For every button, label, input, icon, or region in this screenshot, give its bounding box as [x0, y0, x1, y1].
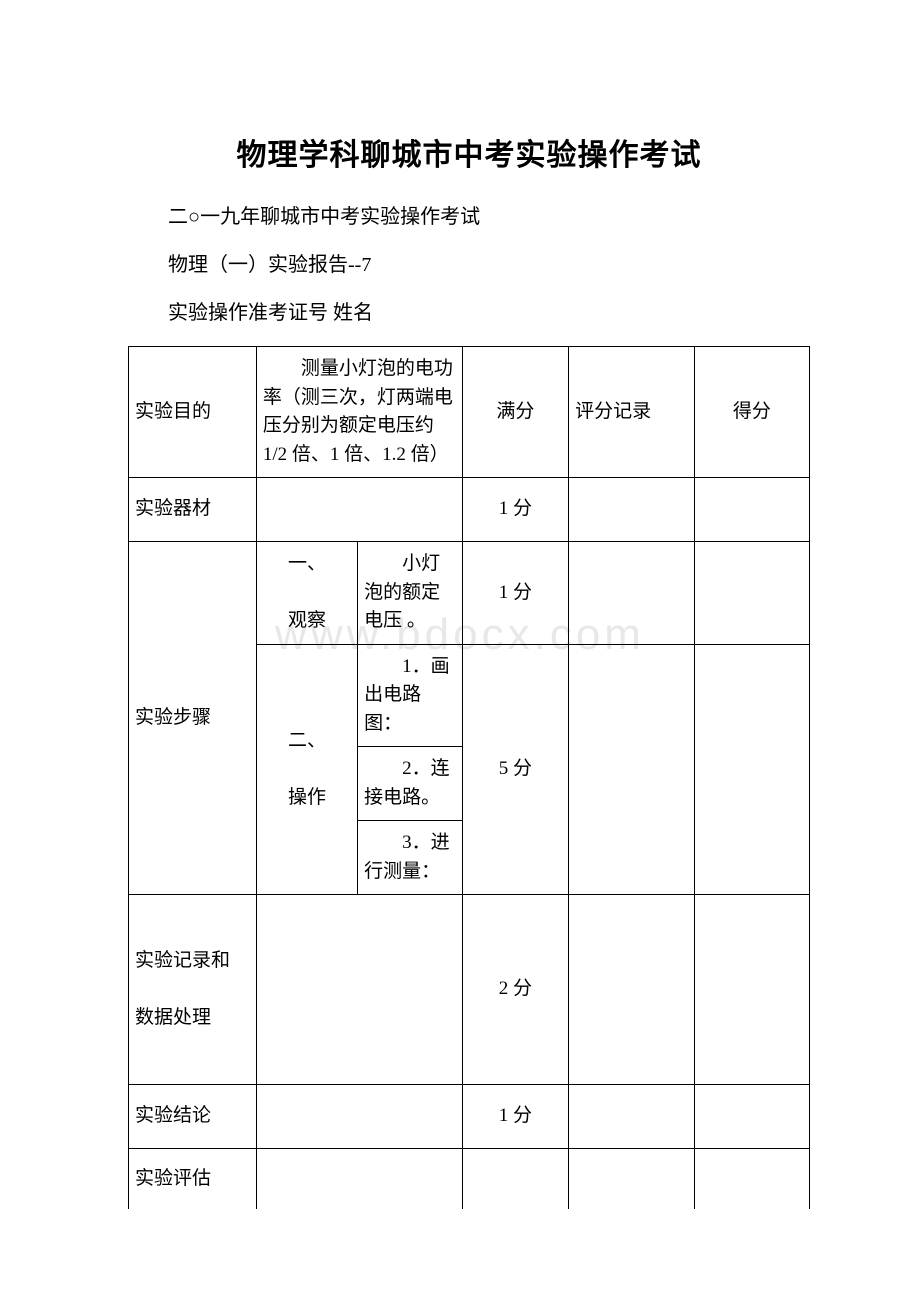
cell-equip-rec [569, 478, 695, 542]
cell-steps-obs-label: 一、 观察 [256, 542, 357, 645]
cell-hdr-score: 得分 [694, 347, 809, 478]
cell-record-full: 2 分 [462, 895, 569, 1085]
cell-assess-score [694, 1149, 809, 1209]
cell-hdr-full: 满分 [462, 347, 569, 478]
cell-hdr-rec: 评分记录 [569, 347, 695, 478]
cell-assess-label: 实验评估 [129, 1149, 257, 1209]
cell-record-label: 实验记录和 数据处理 [129, 895, 257, 1085]
cell-conclusion-text [256, 1085, 462, 1149]
cell-assess-full [462, 1149, 569, 1209]
cell-steps-op-rec [569, 644, 695, 895]
cell-steps-op3: 3．进行测量： [358, 821, 462, 895]
cell-steps-op-label: 二、 操作 [256, 644, 357, 895]
cell-steps-op-full: 5 分 [462, 644, 569, 895]
cell-record-rec [569, 895, 695, 1085]
cell-purpose-text: 测量小灯泡的电功率（测三次，灯两端电压分别为额定电压约1/2 倍、1 倍、1.2… [256, 347, 462, 478]
cell-equip-score [694, 478, 809, 542]
subtitle-line: 二○一九年聊城市中考实验操作考试 [128, 202, 810, 232]
cell-equip-text [256, 478, 462, 542]
cell-steps-op1: 1．画出电路图： [358, 644, 462, 747]
cell-conclusion-full: 1 分 [462, 1085, 569, 1149]
cell-steps-obs-full: 1 分 [462, 542, 569, 645]
cell-conclusion-rec [569, 1085, 695, 1149]
cell-equip-full: 1 分 [462, 478, 569, 542]
cell-steps-op-score [694, 644, 809, 895]
page-title: 物理学科聊城市中考实验操作考试 [128, 130, 810, 174]
cell-steps-obs-rec [569, 542, 695, 645]
report-line: 物理（一）实验报告--7 [128, 250, 810, 280]
cell-conclusion-score [694, 1085, 809, 1149]
cell-equip-label: 实验器材 [129, 478, 257, 542]
cell-steps-op2: 2．连接电路。 [358, 747, 462, 821]
cell-record-score [694, 895, 809, 1085]
cell-steps-obs-text: 小灯泡的额定电压 。 [358, 542, 462, 645]
cell-assess-text [256, 1149, 462, 1209]
cell-purpose-label: 实验目的 [129, 347, 257, 478]
cell-assess-rec [569, 1149, 695, 1209]
id-line: 实验操作准考证号 姓名 [128, 298, 810, 328]
report-table: 实验目的 测量小灯泡的电功率（测三次，灯两端电压分别为额定电压约1/2 倍、1 … [128, 346, 810, 1209]
cell-record-text [256, 895, 462, 1085]
cell-conclusion-label: 实验结论 [129, 1085, 257, 1149]
cell-steps-label: 实验步骤 [129, 542, 257, 895]
cell-steps-obs-score [694, 542, 809, 645]
